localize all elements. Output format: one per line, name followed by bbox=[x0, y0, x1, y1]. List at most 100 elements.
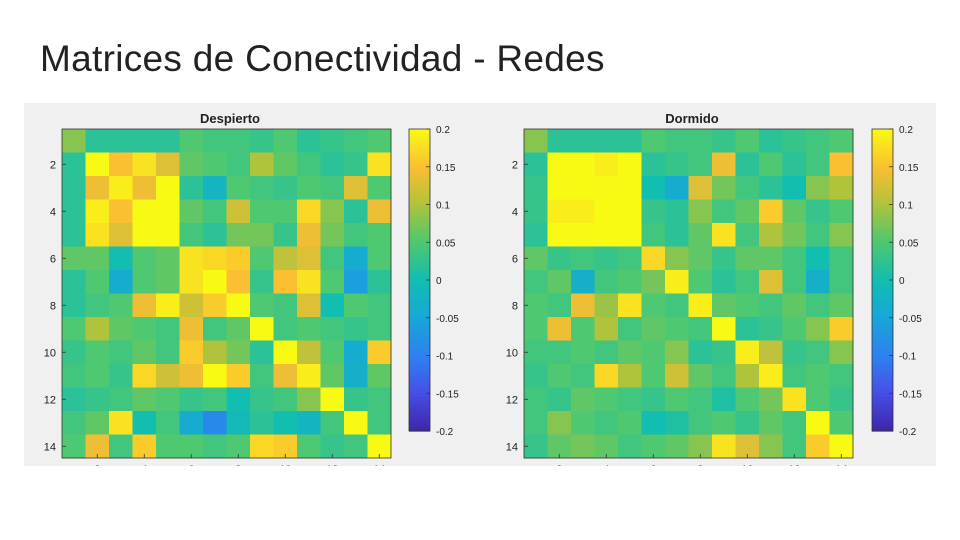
heatmap-cell bbox=[782, 152, 807, 177]
heatmap-cell bbox=[712, 340, 736, 365]
heatmap-cell bbox=[250, 246, 274, 271]
colorbar-segment bbox=[409, 283, 430, 289]
colorbar-segment bbox=[409, 302, 430, 308]
heatmap-cell bbox=[273, 246, 298, 271]
colorbar-segment bbox=[872, 400, 893, 406]
heatmap-cell bbox=[688, 246, 713, 271]
heatmap-cell bbox=[320, 364, 345, 388]
heatmap-cell bbox=[735, 340, 760, 365]
colorbar-segment bbox=[409, 329, 430, 334]
y-tick-label: 14 bbox=[44, 441, 56, 453]
heatmap-cell bbox=[688, 199, 713, 224]
colorbar-segment bbox=[409, 287, 430, 292]
heatmap-cell bbox=[273, 364, 298, 388]
y-tick-label: 8 bbox=[50, 300, 56, 312]
colorbar-segment bbox=[872, 340, 893, 345]
heatmap-cell bbox=[85, 270, 110, 294]
heatmap-cell bbox=[712, 246, 736, 271]
heatmap-cell bbox=[782, 387, 807, 412]
heatmap-cell bbox=[62, 270, 86, 294]
plot-frame bbox=[523, 128, 854, 459]
x-tick-label: 12 bbox=[326, 464, 338, 466]
heatmap-cell bbox=[250, 199, 274, 224]
colorbar-segment bbox=[409, 151, 430, 157]
heatmap-cell bbox=[226, 223, 251, 247]
colorbar-segment bbox=[872, 291, 893, 296]
heatmap-cell bbox=[250, 317, 274, 341]
heatmap-cell bbox=[618, 246, 642, 271]
x-tick-label: 4 bbox=[603, 464, 609, 466]
colorbar-tick-label: -0.2 bbox=[899, 427, 917, 438]
heatmap-cell bbox=[320, 270, 345, 294]
heatmap-cell bbox=[524, 434, 548, 459]
colorbar-segment bbox=[872, 129, 893, 134]
heatmap-cell bbox=[179, 387, 204, 412]
heatmap-cell bbox=[109, 152, 133, 177]
y-tick-label: 6 bbox=[50, 253, 56, 265]
heatmap-cell bbox=[665, 152, 689, 177]
heatmap-cell bbox=[132, 246, 157, 271]
heatmap-cell bbox=[179, 129, 204, 153]
colorbar-tick-label: 0.1 bbox=[899, 201, 913, 212]
heatmap-cell bbox=[179, 364, 204, 388]
heatmap-cell bbox=[273, 176, 298, 200]
heatmap-cell bbox=[250, 340, 274, 365]
heatmap-cell bbox=[594, 223, 619, 247]
colorbar-segment bbox=[409, 298, 430, 304]
heatmap-cell bbox=[547, 199, 572, 224]
heatmap-cell bbox=[735, 246, 760, 271]
heatmap-cell bbox=[297, 293, 321, 318]
heatmap-cell bbox=[571, 199, 595, 224]
heatmap-cell bbox=[273, 411, 298, 435]
heatmap-cell bbox=[524, 387, 548, 412]
colorbar-segment bbox=[409, 132, 430, 138]
colorbar-segment bbox=[409, 140, 430, 145]
heatmap-cell bbox=[571, 364, 595, 388]
colorbar-segment bbox=[872, 280, 893, 285]
colorbar-tick-label: 0.15 bbox=[899, 163, 919, 174]
heatmap-cell bbox=[618, 176, 642, 200]
colorbar-segment bbox=[872, 306, 893, 311]
heatmap-cell bbox=[62, 223, 86, 247]
heatmap-cell bbox=[618, 317, 642, 341]
colorbar-segment bbox=[872, 159, 893, 164]
heatmap-cell bbox=[759, 129, 783, 153]
y-tick-label: 10 bbox=[44, 347, 56, 359]
heatmap-cell bbox=[156, 152, 180, 177]
heatmap-cell bbox=[297, 317, 321, 341]
y-tick-label: 4 bbox=[50, 206, 56, 218]
heatmap-cell bbox=[109, 199, 133, 224]
heatmap-cell bbox=[571, 129, 595, 153]
colorbar-segment bbox=[409, 208, 430, 213]
colorbar-segment bbox=[409, 238, 430, 243]
colorbar-segment bbox=[409, 419, 430, 425]
colorbar-segment bbox=[872, 370, 893, 375]
colorbar-segment bbox=[872, 272, 893, 277]
colorbar-segment bbox=[872, 140, 893, 145]
heatmap-cell bbox=[712, 199, 736, 224]
colorbar-segment bbox=[409, 257, 430, 262]
figure-panel: Despierto 2 4 6 8 10 12 14 2 4 6 8 10 12 14 0.2 0.15 0.1 0… bbox=[24, 103, 936, 466]
colorbar-segment bbox=[409, 340, 430, 345]
heatmap-cell bbox=[320, 152, 345, 177]
heatmap-cell bbox=[547, 129, 572, 153]
heatmap-cell bbox=[179, 317, 204, 341]
heatmap-cell bbox=[712, 364, 736, 388]
heatmap-cell bbox=[594, 152, 619, 177]
colorbar-segment bbox=[872, 204, 893, 209]
colorbar-segment bbox=[872, 302, 893, 308]
heatmap-cell bbox=[85, 364, 110, 388]
heatmap-cell bbox=[806, 129, 830, 153]
colorbar-segment bbox=[872, 215, 893, 221]
heatmap-cell bbox=[250, 129, 274, 153]
heatmap-cell bbox=[641, 176, 666, 200]
colorbar-segment bbox=[409, 181, 430, 187]
heatmap-cell bbox=[179, 270, 204, 294]
heatmap-cell bbox=[688, 270, 713, 294]
colorbar-segment bbox=[872, 170, 893, 175]
heatmap-cell bbox=[759, 340, 783, 365]
colorbar-segment bbox=[409, 397, 430, 402]
heatmap-cell bbox=[641, 199, 666, 224]
heatmap-cell bbox=[524, 176, 548, 200]
colorbar-segment bbox=[409, 344, 430, 349]
